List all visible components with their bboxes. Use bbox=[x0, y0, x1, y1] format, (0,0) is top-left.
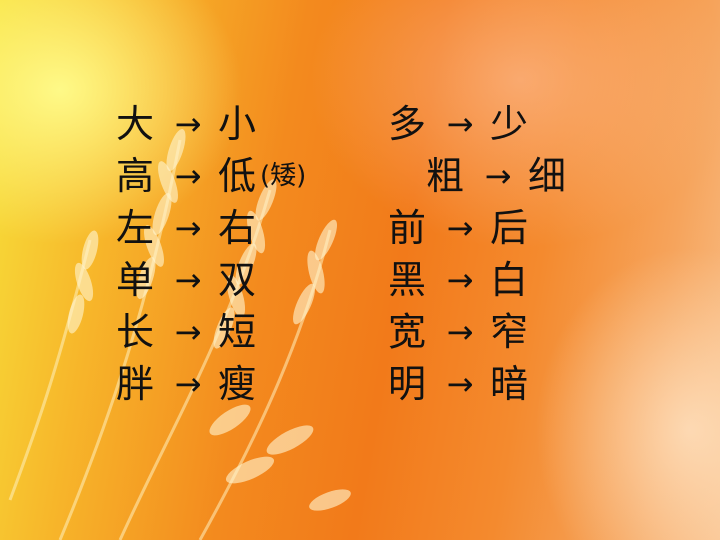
word-from: 前 bbox=[388, 206, 427, 250]
arrow-icon: → bbox=[174, 209, 202, 247]
antonym-pair: 单 → 双 bbox=[116, 256, 256, 304]
antonym-pair: 胖 → 瘦 bbox=[116, 360, 256, 408]
word-to: 低 bbox=[218, 154, 257, 198]
word-to: 瘦 bbox=[218, 362, 257, 406]
antonym-pair: 明 → 暗 bbox=[388, 360, 528, 408]
antonym-pair: 长 → 短 bbox=[116, 308, 256, 356]
antonym-pair: 前 → 后 bbox=[388, 204, 528, 252]
antonym-pair: 粗 → 细 bbox=[426, 152, 566, 200]
arrow-icon: → bbox=[446, 261, 474, 299]
word-from: 大 bbox=[116, 102, 155, 146]
arrow-icon: → bbox=[446, 105, 474, 143]
word-to: 右 bbox=[218, 206, 257, 250]
antonym-pair: 宽 → 窄 bbox=[388, 308, 528, 356]
arrow-icon: → bbox=[484, 157, 512, 195]
arrow-icon: → bbox=[174, 313, 202, 351]
word-from: 胖 bbox=[116, 362, 155, 406]
word-to: 后 bbox=[490, 206, 529, 250]
word-to: 小 bbox=[218, 102, 257, 146]
word-to: 窄 bbox=[490, 310, 529, 354]
arrow-icon: → bbox=[446, 313, 474, 351]
word-from: 粗 bbox=[426, 154, 465, 198]
arrow-icon: → bbox=[446, 209, 474, 247]
word-to: 暗 bbox=[490, 362, 529, 406]
word-from: 左 bbox=[116, 206, 155, 250]
word-to: 白 bbox=[490, 258, 529, 302]
word-to: 细 bbox=[528, 154, 567, 198]
word-from: 高 bbox=[116, 154, 155, 198]
arrow-icon: → bbox=[174, 261, 202, 299]
word-from: 单 bbox=[116, 258, 155, 302]
word-note: (矮) bbox=[260, 161, 307, 191]
arrow-icon: → bbox=[174, 105, 202, 143]
antonym-pair: 高 → 低 (矮) bbox=[116, 152, 306, 200]
word-to: 少 bbox=[490, 102, 529, 146]
antonym-pair: 左 → 右 bbox=[116, 204, 256, 252]
word-from: 多 bbox=[388, 102, 427, 146]
antonym-pair: 黑 → 白 bbox=[388, 256, 528, 304]
antonym-pair: 多 → 少 bbox=[388, 100, 528, 148]
arrow-icon: → bbox=[174, 157, 202, 195]
antonym-pair: 大 → 小 bbox=[116, 100, 256, 148]
word-from: 长 bbox=[116, 310, 155, 354]
word-from: 黑 bbox=[388, 258, 427, 302]
arrow-icon: → bbox=[174, 365, 202, 403]
word-from: 明 bbox=[388, 362, 427, 406]
arrow-icon: → bbox=[446, 365, 474, 403]
word-from: 宽 bbox=[388, 310, 427, 354]
word-to: 双 bbox=[218, 258, 257, 302]
word-to: 短 bbox=[218, 310, 257, 354]
